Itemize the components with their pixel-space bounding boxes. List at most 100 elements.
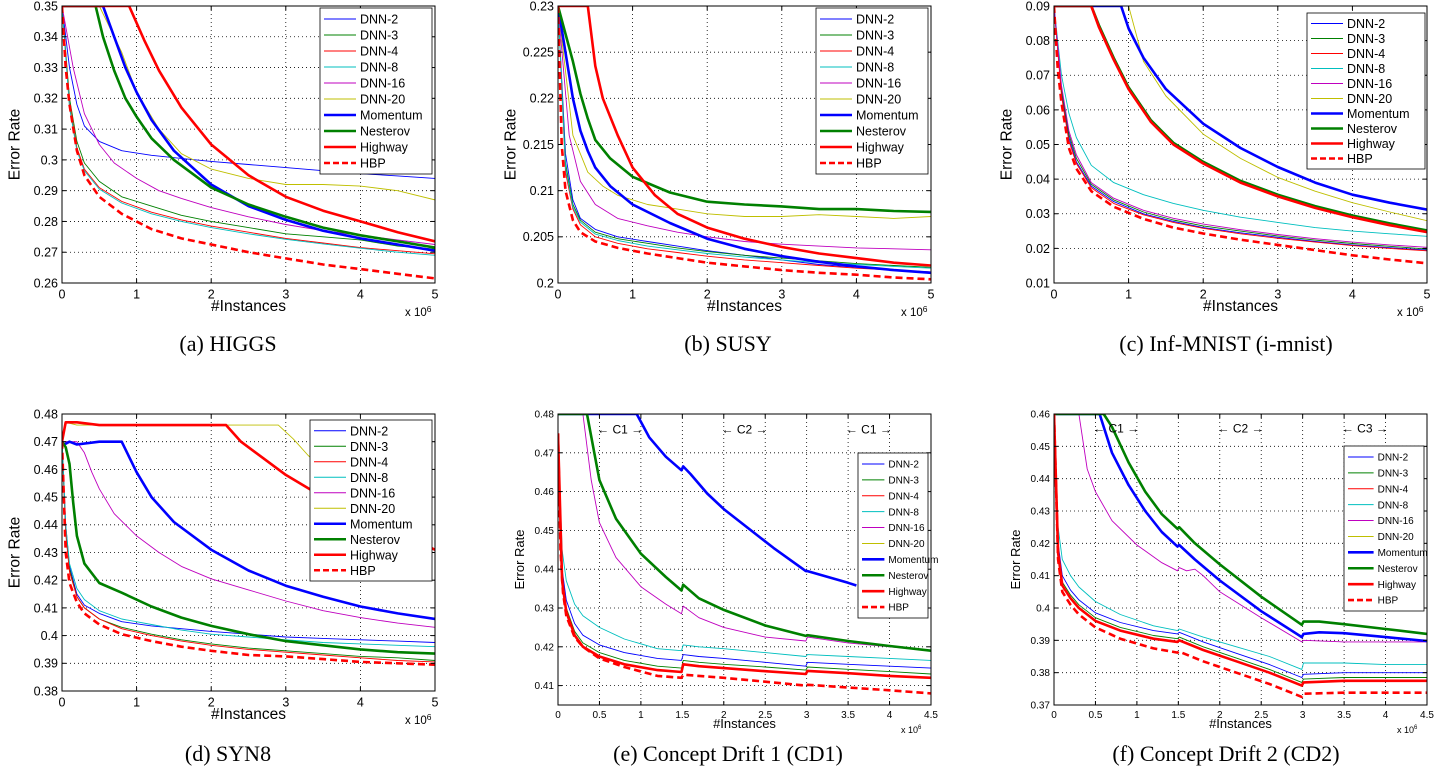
legend-label-dnn-16: DNN-16	[856, 77, 901, 91]
legend: DNN-2DNN-3DNN-4DNN-8DNN-16DNN-20Momentum…	[1306, 12, 1426, 170]
caption-e: (e) Concept Drift 1 (CD1)	[613, 741, 843, 766]
y-tick-label: 0.45	[535, 526, 555, 537]
series-line-highway	[62, 6, 435, 243]
y-tick-label: 0.41	[535, 681, 555, 692]
legend: DNN-2DNN-3DNN-4DNN-8DNN-16DNN-20Momentum…	[857, 452, 938, 619]
legend-label-dnn-16: DNN-16	[350, 486, 395, 500]
legend-label-dnn-8: DNN-8	[360, 61, 398, 75]
chart-c: 0 1 2 3 4 5 0.01 0.02 0.03 0.04 0.05 0.06 0.07 0.08 0.…	[999, 0, 1431, 319]
x-tick-label: 2	[721, 710, 727, 721]
series-group	[62, 6, 435, 280]
series-line-dnn-8	[62, 441, 435, 648]
y-tick-label: 0.03	[1026, 207, 1050, 221]
series-group	[558, 6, 931, 281]
x-axis-label: #Instances	[211, 706, 286, 723]
y-tick-label: 0.27	[34, 246, 58, 260]
y-tick-label: 0.08	[1026, 34, 1050, 48]
legend-label-dnn-20: DNN-20	[1347, 92, 1392, 106]
series-line-dnn-4	[558, 6, 931, 273]
y-tick-label: 0.47	[34, 435, 58, 449]
y-axis-label: Error Rate	[512, 530, 527, 590]
y-tick-label: 0.38	[34, 684, 58, 698]
y-tick-label: 0.47	[535, 448, 555, 459]
x-tick-label: 0	[59, 696, 66, 710]
series-line-dnn-20	[1054, 6, 1427, 222]
x-tick-label: 2	[1200, 288, 1207, 302]
y-tick-label: 0.43	[34, 546, 58, 560]
x-tick-label: 5	[432, 288, 439, 302]
series-line-momentum	[1054, 414, 1427, 643]
y-tick-label: 0.38	[1031, 668, 1051, 679]
series-line-hbp	[558, 6, 931, 281]
x-axis-label: #Instances	[713, 716, 776, 731]
y-tick-label: 0.09	[1026, 0, 1050, 13]
legend-label-dnn-20: DNN-20	[888, 539, 925, 550]
series-line-nesterov	[558, 6, 931, 214]
legend-label-highway: Highway	[856, 141, 905, 155]
series-line-dnn-2	[558, 433, 931, 669]
y-tick-label: 0.02	[1026, 242, 1050, 256]
x-axis-label: #Instances	[211, 298, 286, 315]
legend-label-hbp: HBP	[1378, 596, 1399, 607]
legend-label-hbp: HBP	[350, 564, 376, 578]
legend-label-hbp: HBP	[1347, 152, 1373, 166]
y-tick-label: 0.225	[523, 46, 554, 60]
y-tick-label: 0.42	[34, 574, 58, 588]
legend-label-nesterov: Nesterov	[856, 125, 907, 139]
drift-annotation: ← C1 →	[1093, 422, 1139, 436]
legend-label-nesterov: Nesterov	[1347, 122, 1398, 136]
legend-label-dnn-4: DNN-4	[350, 455, 388, 469]
y-axis-label: Error Rate	[7, 109, 24, 181]
x-axis-label: #Instances	[1209, 716, 1272, 731]
legend-label-momentum: Momentum	[888, 555, 938, 566]
x-tick-label: 0	[1051, 288, 1058, 302]
legend-label-dnn-8: DNN-8	[856, 61, 894, 75]
legend-label-nesterov: Nesterov	[350, 533, 401, 547]
x-axis-label: #Instances	[1203, 298, 1278, 315]
y-tick-label: 0.44	[34, 518, 58, 532]
x-tick-label: 0	[1051, 710, 1057, 721]
series-line-dnn-20	[62, 421, 331, 476]
legend-label-highway: Highway	[1347, 137, 1396, 151]
series-line-dnn-8	[1054, 6, 1427, 237]
x-tick-label: 3	[1274, 288, 1281, 302]
series-line-nesterov	[1054, 414, 1427, 636]
y-axis-label: Error Rate	[1008, 530, 1023, 590]
legend-label-dnn-3: DNN-3	[888, 475, 919, 486]
y-axis-label: Error Rate	[7, 517, 24, 589]
series-line-dnn-4	[62, 441, 435, 663]
y-tick-label: 0.32	[34, 92, 58, 106]
chart-e: 0 0.5 1 1.5 2 2.5 3 3.5 4 4.5 0.41 0.42 0.43 0.44 0.45…	[512, 410, 938, 736]
legend-label-dnn-2: DNN-2	[1378, 453, 1409, 464]
y-tick-label: 0.39	[1031, 636, 1051, 647]
legend: DNN-2DNN-3DNN-4DNN-8DNN-16DNN-20Momentum…	[815, 7, 929, 175]
legend-label-hbp: HBP	[856, 157, 882, 171]
series-line-nesterov	[558, 414, 931, 652]
y-tick-label: 0.46	[1031, 410, 1051, 421]
series-line-dnn-4	[1054, 6, 1427, 252]
x-tick-label: 3	[282, 696, 289, 710]
x-tick-label: 2	[208, 288, 215, 302]
series-line-dnn-16	[62, 441, 435, 628]
series-line-hbp	[62, 441, 435, 666]
legend-label-dnn-20: DNN-20	[350, 502, 395, 516]
series-group	[62, 420, 435, 666]
y-tick-label: 0.37	[1031, 701, 1051, 712]
legend-label-dnn-20: DNN-20	[360, 93, 405, 107]
x-tick-label: 4	[853, 288, 860, 302]
series-line-hbp	[1054, 6, 1427, 265]
x-tick-label: 3	[282, 288, 289, 302]
y-tick-label: 0.31	[34, 122, 58, 136]
x-tick-label: 4	[357, 288, 364, 302]
legend: DNN-2DNN-3DNN-4DNN-8DNN-16DNN-20Momentum…	[319, 7, 433, 175]
y-tick-label: 0.04	[1026, 173, 1050, 187]
plot-frame	[557, 413, 932, 706]
legend-label-dnn-3: DNN-3	[350, 440, 388, 454]
series-line-dnn-16	[558, 414, 931, 652]
x-tick-label: 5	[432, 696, 439, 710]
legend-label-dnn-4: DNN-4	[1347, 47, 1385, 61]
legend-label-dnn-20: DNN-20	[1378, 532, 1415, 543]
legend-label-dnn-16: DNN-16	[360, 77, 405, 91]
